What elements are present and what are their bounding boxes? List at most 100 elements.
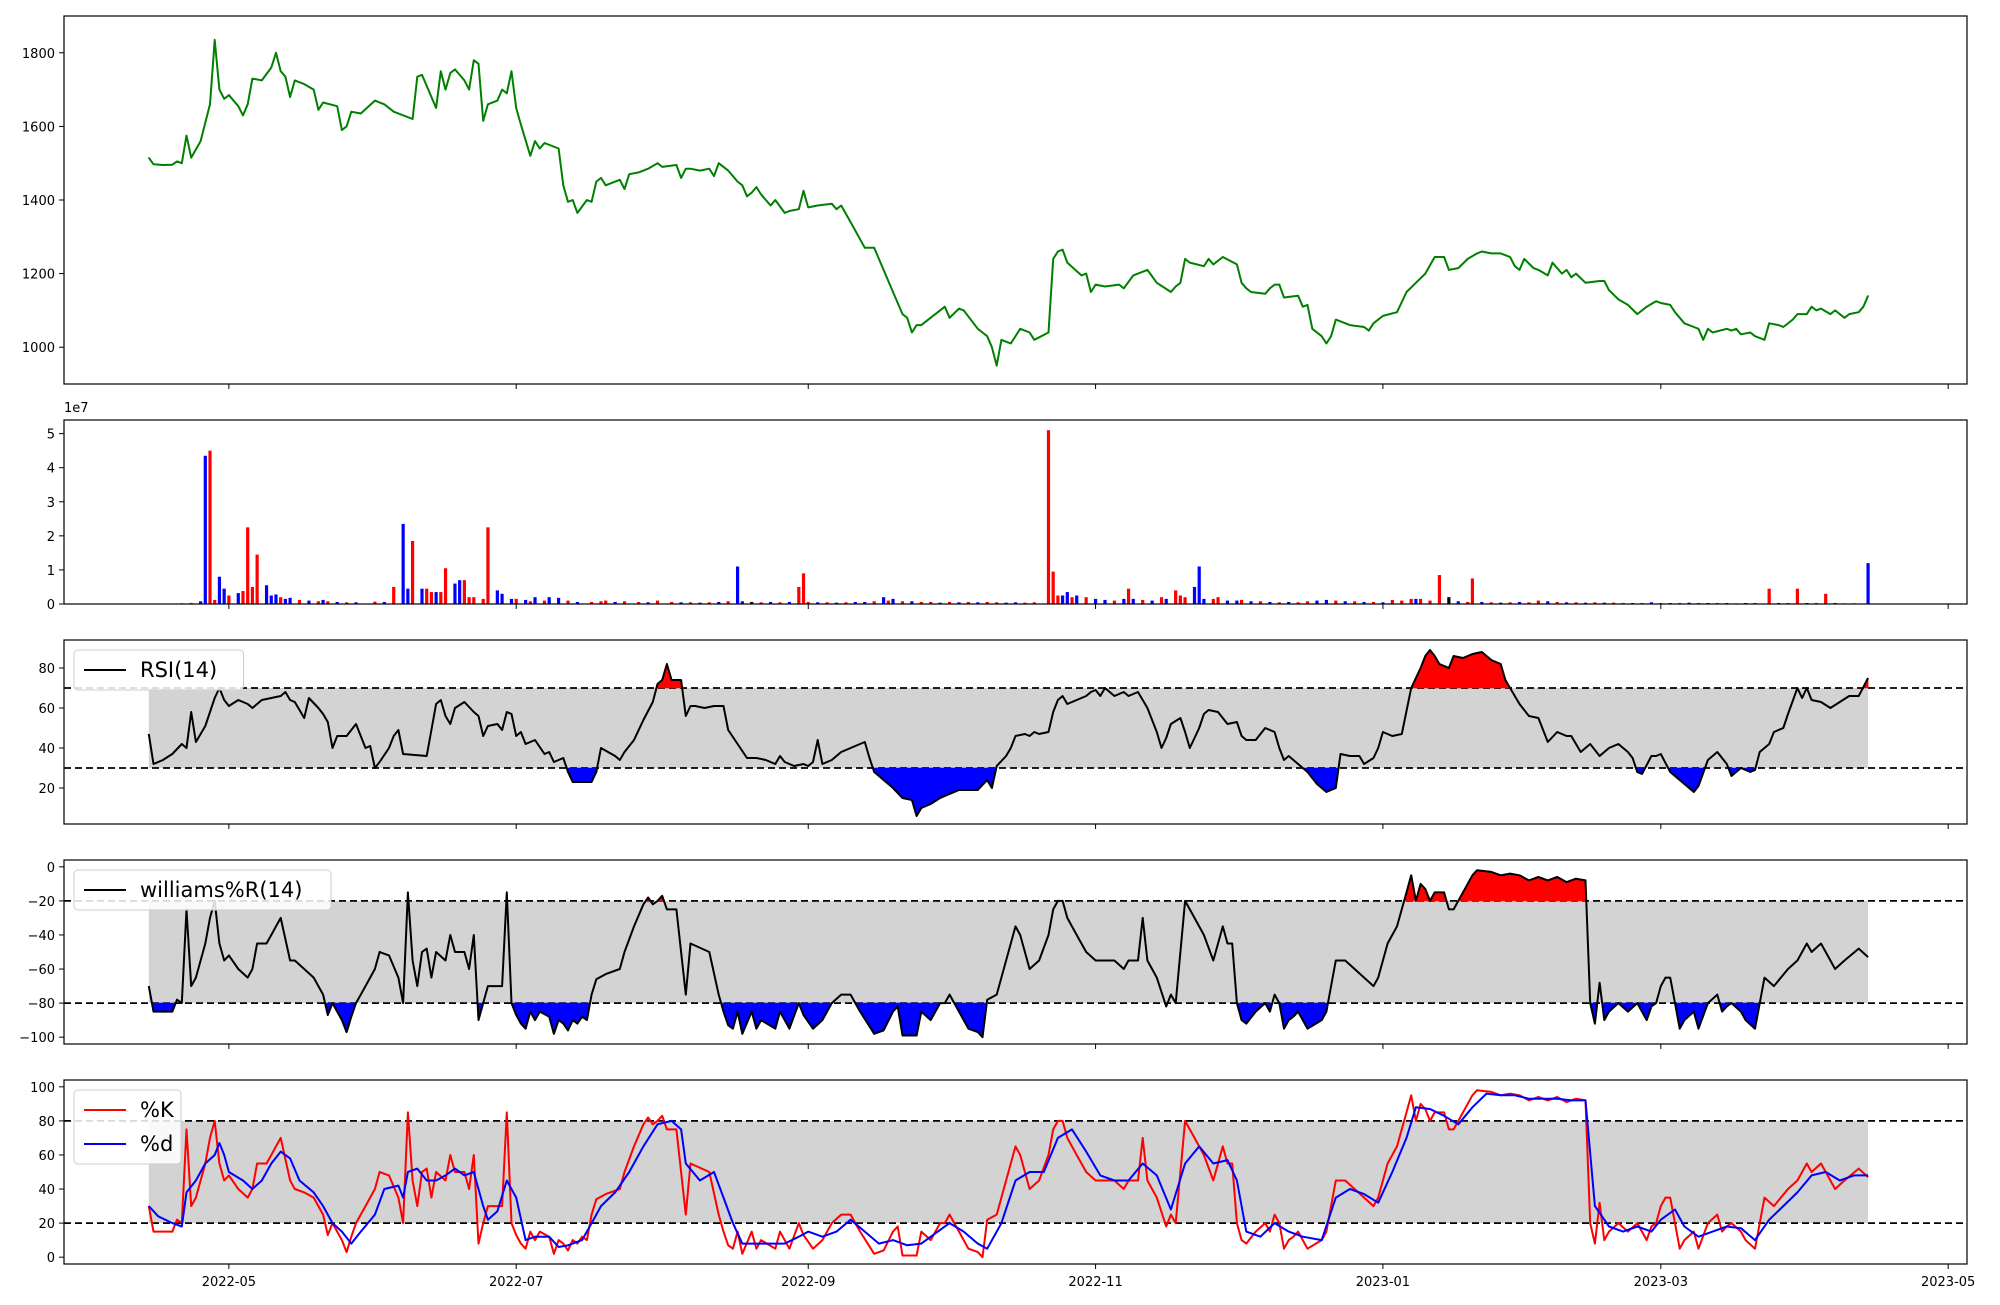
rsi-oversold-fill xyxy=(968,768,977,790)
price-point xyxy=(214,39,215,40)
price-point xyxy=(1147,269,1148,270)
price-point xyxy=(285,76,286,77)
volume-bar xyxy=(1419,599,1422,604)
price-point xyxy=(1279,284,1280,285)
volume-bar xyxy=(270,595,273,604)
price-point xyxy=(893,292,894,293)
price-point xyxy=(426,85,427,86)
price-point xyxy=(1236,264,1237,265)
price-point xyxy=(1062,249,1063,250)
volume-bar xyxy=(1325,600,1328,604)
price-point xyxy=(1571,277,1572,278)
volume-bar xyxy=(298,600,301,604)
volume-bar xyxy=(1438,575,1441,604)
price-point xyxy=(1792,319,1793,320)
price-point xyxy=(605,185,606,186)
price-point xyxy=(242,115,243,116)
price-point xyxy=(252,78,253,79)
volume-bar xyxy=(321,600,324,604)
price-point xyxy=(384,104,385,105)
price-point xyxy=(662,166,663,167)
price-point xyxy=(1674,312,1675,313)
price-point xyxy=(1119,284,1120,285)
williams-ytick-label: −40 xyxy=(28,929,55,944)
price-point xyxy=(850,222,851,223)
volume-bar xyxy=(533,597,536,604)
price-point xyxy=(478,63,479,64)
x-tick-label: 2022-09 xyxy=(781,1275,835,1290)
volume-bar xyxy=(1471,578,1474,604)
price-point xyxy=(497,100,498,101)
williams-overbought-fill xyxy=(1576,879,1586,901)
volume-bar xyxy=(213,600,216,604)
price-point xyxy=(1006,341,1007,342)
price-point xyxy=(987,336,988,337)
price-point xyxy=(445,89,446,90)
volume-bar xyxy=(204,456,207,604)
price-point xyxy=(421,74,422,75)
price-point xyxy=(1321,336,1322,337)
price-point xyxy=(1444,257,1445,258)
price-point xyxy=(1637,314,1638,315)
price-point xyxy=(1519,269,1520,270)
williams-legend-label: williams%R(14) xyxy=(140,878,302,902)
price-point xyxy=(841,205,842,206)
price-point xyxy=(1251,292,1252,293)
volume-bar xyxy=(1179,595,1182,604)
volume-bar xyxy=(802,573,805,604)
price-point xyxy=(558,148,559,149)
price-point xyxy=(219,89,220,90)
price-point xyxy=(563,185,564,186)
stochastic-ytick-label: 60 xyxy=(38,1149,55,1164)
volume-bar xyxy=(1103,600,1106,604)
volume-bar xyxy=(1216,597,1219,604)
price-point xyxy=(1764,339,1765,340)
volume-bar xyxy=(557,598,560,604)
price-point xyxy=(1246,288,1247,289)
price-point xyxy=(751,192,752,193)
volume-bar xyxy=(1447,597,1450,604)
price-point xyxy=(803,190,804,191)
volume-bar xyxy=(420,589,423,604)
volume-bar xyxy=(279,597,282,604)
volume-bar xyxy=(496,590,499,604)
volume-bar xyxy=(1391,600,1394,604)
price-point xyxy=(681,177,682,178)
price-point xyxy=(1566,269,1567,270)
x-tick-label: 2022-05 xyxy=(202,1275,256,1290)
price-point xyxy=(1156,282,1157,283)
price-point xyxy=(1755,336,1756,337)
volume-bar xyxy=(402,524,405,604)
price-point xyxy=(1684,323,1685,324)
price-point xyxy=(1585,282,1586,283)
price-point xyxy=(177,161,178,162)
price-point xyxy=(341,130,342,131)
rsi-neutral-band xyxy=(149,688,1868,768)
rsi-oversold-fill xyxy=(978,768,987,790)
volume-bar xyxy=(1174,590,1177,604)
volume-bar xyxy=(467,597,470,604)
volume-bar xyxy=(1410,599,1413,604)
price-frame xyxy=(64,16,1967,384)
price-point xyxy=(596,181,597,182)
volume-bar xyxy=(218,577,221,604)
williams-oversold-fill xyxy=(163,1003,172,1012)
price-point xyxy=(770,205,771,206)
price-point xyxy=(261,80,262,81)
price-point xyxy=(831,203,832,204)
price-point xyxy=(1731,330,1732,331)
price-point xyxy=(629,174,630,175)
price-ytick-label: 1800 xyxy=(22,47,55,62)
price-point xyxy=(1081,275,1082,276)
volume-bar xyxy=(1070,597,1073,604)
price-point xyxy=(520,124,521,125)
price-point xyxy=(1312,328,1313,329)
price-ytick-label: 1600 xyxy=(22,120,55,135)
price-point xyxy=(1736,328,1737,329)
price-point xyxy=(1448,269,1449,270)
price-point xyxy=(1415,282,1416,283)
price-point xyxy=(1693,326,1694,327)
price-point xyxy=(1863,306,1864,307)
rsi-oversold-fill xyxy=(959,768,968,790)
price-point xyxy=(1576,273,1577,274)
